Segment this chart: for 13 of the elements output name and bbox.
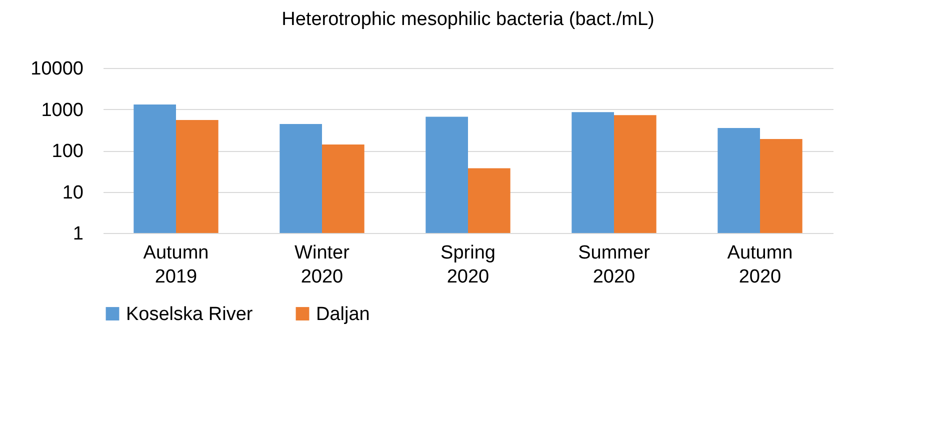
x-tick-label: Autumn 2019 (143, 242, 209, 288)
legend-label: Daljan (316, 304, 370, 325)
y-tick-label: 10 (62, 182, 84, 204)
x-tick-label: Summer 2020 (578, 242, 651, 288)
legend-label: Koselska River (126, 304, 254, 325)
x-tick-label: Spring 2020 (440, 242, 496, 288)
x-tick-label: Winter 2020 (294, 242, 350, 288)
y-tick-label: 10000 (30, 58, 84, 80)
y-tick-label: 1000 (41, 100, 84, 121)
chart-title: Heterotrophic mesophilic bacteria (bact./mL) (282, 9, 654, 30)
x-tick-label: Autumn 2020 (727, 242, 793, 288)
y-tick-label: 100 (52, 141, 84, 162)
y-tick-label: 1 (72, 224, 84, 244)
